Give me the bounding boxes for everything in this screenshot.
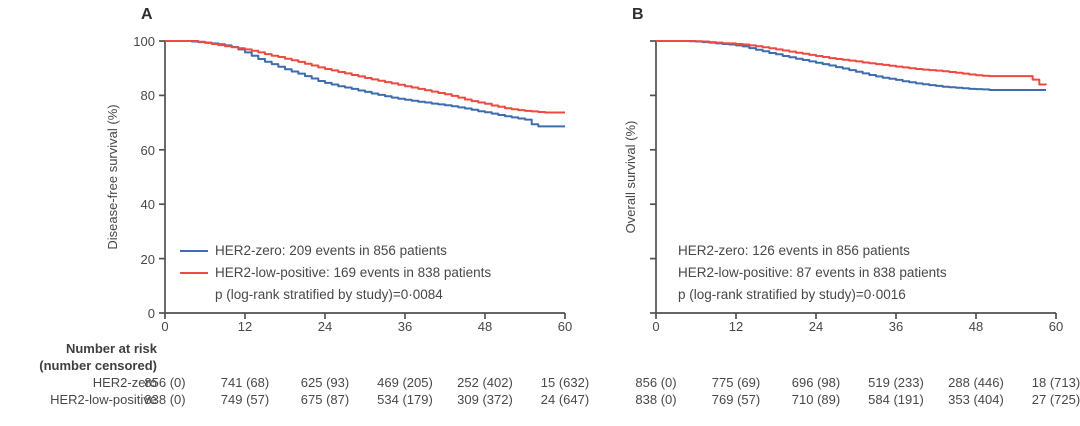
legend-entry-her2-zero: HER2-zero: 209 events in 856 patients	[180, 240, 491, 262]
risk-cell: 353 (404)	[948, 392, 1004, 407]
risk-cell: 856 (0)	[144, 375, 186, 390]
p-value-text: p (log-rank stratified by study)=0·0016	[678, 287, 906, 302]
x-tick-label: 60	[557, 319, 573, 334]
risk-cell: 710 (89)	[791, 392, 841, 407]
panel-a-legend: HER2-zero: 209 events in 856 patients HE…	[180, 240, 491, 306]
x-tick-label: 12	[728, 319, 744, 334]
risk-cell: 519 (233)	[868, 375, 924, 390]
legend-label: HER2-zero: 126 events in 856 patients	[678, 243, 910, 258]
x-tick-label: 48	[477, 319, 493, 334]
risk-cell: 741 (68)	[220, 375, 270, 390]
legend-entry-her2-low: HER2-low-positive: 169 events in 838 pat…	[180, 262, 491, 284]
p-value-text: p (log-rank stratified by study)=0·0084	[215, 287, 443, 302]
risk-row-label-her2-zero: HER2-zero	[92, 375, 157, 390]
risk-cell: 534 (179)	[377, 392, 433, 407]
risk-cell: 252 (402)	[457, 375, 513, 390]
risk-cell: 838 (0)	[144, 392, 186, 407]
risk-cell: 27 (725)	[1031, 392, 1080, 407]
y-tick-label: 100	[133, 34, 155, 49]
y-tick-label: 80	[140, 88, 155, 104]
y-tick-label: 40	[140, 197, 155, 213]
km-curve-her2-zero	[656, 40, 1046, 91]
x-tick-label: 24	[808, 319, 824, 334]
risk-cell: 469 (205)	[377, 375, 433, 390]
her2-zero-line-swatch	[180, 250, 208, 252]
risk-cell: 15 (632)	[540, 375, 590, 390]
p-value-row: p (log-rank stratified by study)=0·0016	[678, 284, 947, 306]
risk-cell: 775 (69)	[711, 375, 761, 390]
x-tick-label: 12	[237, 319, 253, 334]
x-tick-label: 36	[397, 319, 413, 334]
y-tick-label: 20	[140, 251, 155, 267]
legend-entry-her2-low: HER2-low-positive: 87 events in 838 pati…	[678, 262, 947, 284]
panel-b-legend: HER2-zero: 126 events in 856 patients HE…	[678, 240, 947, 306]
risk-cell: 838 (0)	[635, 392, 677, 407]
risk-cell: 769 (57)	[711, 392, 761, 407]
km-curve-her2-low	[656, 40, 1047, 86]
y-tick-label: 0	[147, 306, 155, 321]
legend-swatch-spacer	[180, 294, 208, 296]
risk-cell: 288 (446)	[948, 375, 1004, 390]
risk-cell: 696 (98)	[791, 375, 841, 390]
risk-cell: 675 (87)	[300, 392, 350, 407]
y-tick-label: 60	[140, 142, 155, 158]
x-tick-label: 0	[652, 319, 660, 334]
her2-low-line-swatch	[180, 272, 208, 274]
risk-row-label-her2-low: HER2-low-positive	[50, 392, 157, 407]
legend-label: HER2-zero: 209 events in 856 patients	[215, 243, 447, 258]
x-tick-label: 60	[1048, 319, 1064, 334]
risk-cell: 309 (372)	[457, 392, 513, 407]
legend-label: HER2-low-positive: 169 events in 838 pat…	[215, 265, 492, 280]
risk-cell: 856 (0)	[635, 375, 677, 390]
x-tick-label: 48	[968, 319, 984, 334]
risk-cell: 584 (191)	[868, 392, 924, 407]
panel-a-label: A	[141, 6, 153, 23]
x-tick-label: 36	[888, 319, 904, 334]
p-value-row: p (log-rank stratified by study)=0·0084	[180, 284, 491, 306]
risk-table-header-line1: Number at risk	[65, 341, 157, 356]
x-tick-label: 0	[161, 319, 169, 334]
risk-cell: 749 (57)	[220, 392, 270, 407]
risk-cell: 18 (713)	[1031, 375, 1080, 390]
risk-cell: 625 (93)	[300, 375, 350, 390]
risk-table-header-line2: (number censored)	[39, 358, 157, 373]
km-curve-her2-low	[165, 40, 565, 114]
legend-label: HER2-low-positive: 87 events in 838 pati…	[678, 265, 947, 280]
panel-b-label: B	[632, 6, 644, 23]
risk-cell: 24 (647)	[540, 392, 590, 407]
x-tick-label: 24	[317, 319, 333, 334]
legend-entry-her2-zero: HER2-zero: 126 events in 856 patients	[678, 240, 947, 262]
